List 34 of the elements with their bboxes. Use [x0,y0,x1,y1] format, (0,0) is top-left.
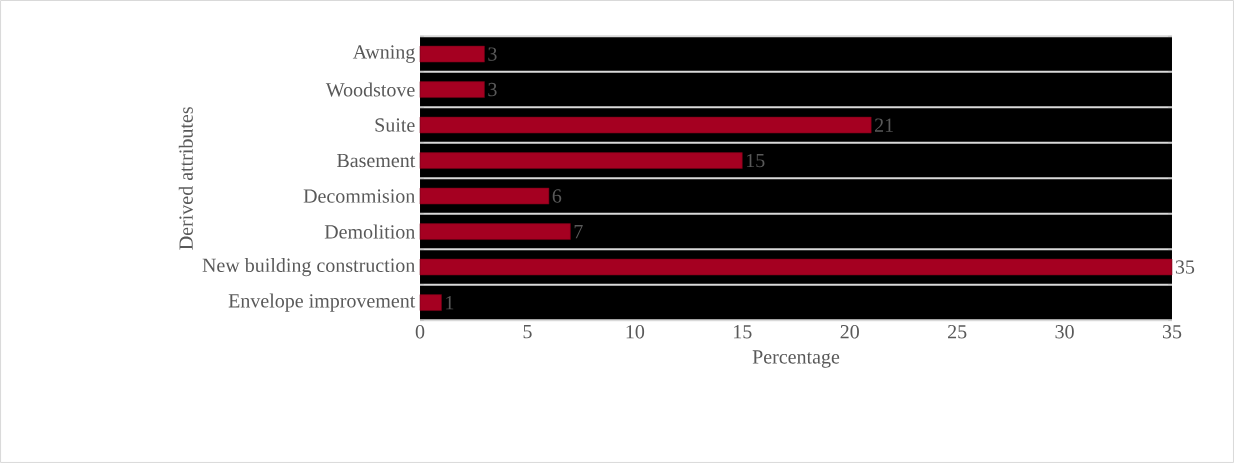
y-tick-label: Suite [375,118,415,132]
x-tick-label: 25 [948,325,967,339]
bar [419,223,571,240]
y-tick-label: New building construction [202,257,416,277]
x-tick-label: 15 [734,325,752,339]
y-tick-label: Awning [352,45,415,63]
bar [419,187,550,205]
bar [419,81,485,98]
x-tick-label: 35 [1162,325,1182,339]
x-tick-label: 10 [626,325,645,339]
x-tick-label: 0 [415,325,425,339]
y-tick-label: Decommision [303,189,416,203]
y-axis-title: Derived attributes [178,107,193,250]
data-label: 35 [1175,260,1195,274]
data-label: 21 [875,118,893,132]
data-label: 15 [746,153,765,168]
data-label: 3 [488,82,497,97]
y-tick-label: Envelope improvement [228,293,416,312]
x-tick-label: 30 [1055,325,1074,339]
x-axis-title: Percentage [752,350,840,368]
bar [419,258,1173,276]
bar [419,294,442,311]
data-label: 3 [488,47,497,61]
x-tick-label: 20 [840,325,859,339]
data-label: 6 [552,189,562,203]
y-tick-label: Basement [337,153,416,168]
data-label: 7 [574,225,583,239]
bar [419,116,872,134]
bar [419,152,743,169]
y-tick-label: Demolition [324,224,416,239]
y-tick-label: Woodstove [325,82,415,97]
data-label: 1 [446,295,454,310]
bar [419,45,485,63]
x-tick-label: 5 [523,325,532,339]
